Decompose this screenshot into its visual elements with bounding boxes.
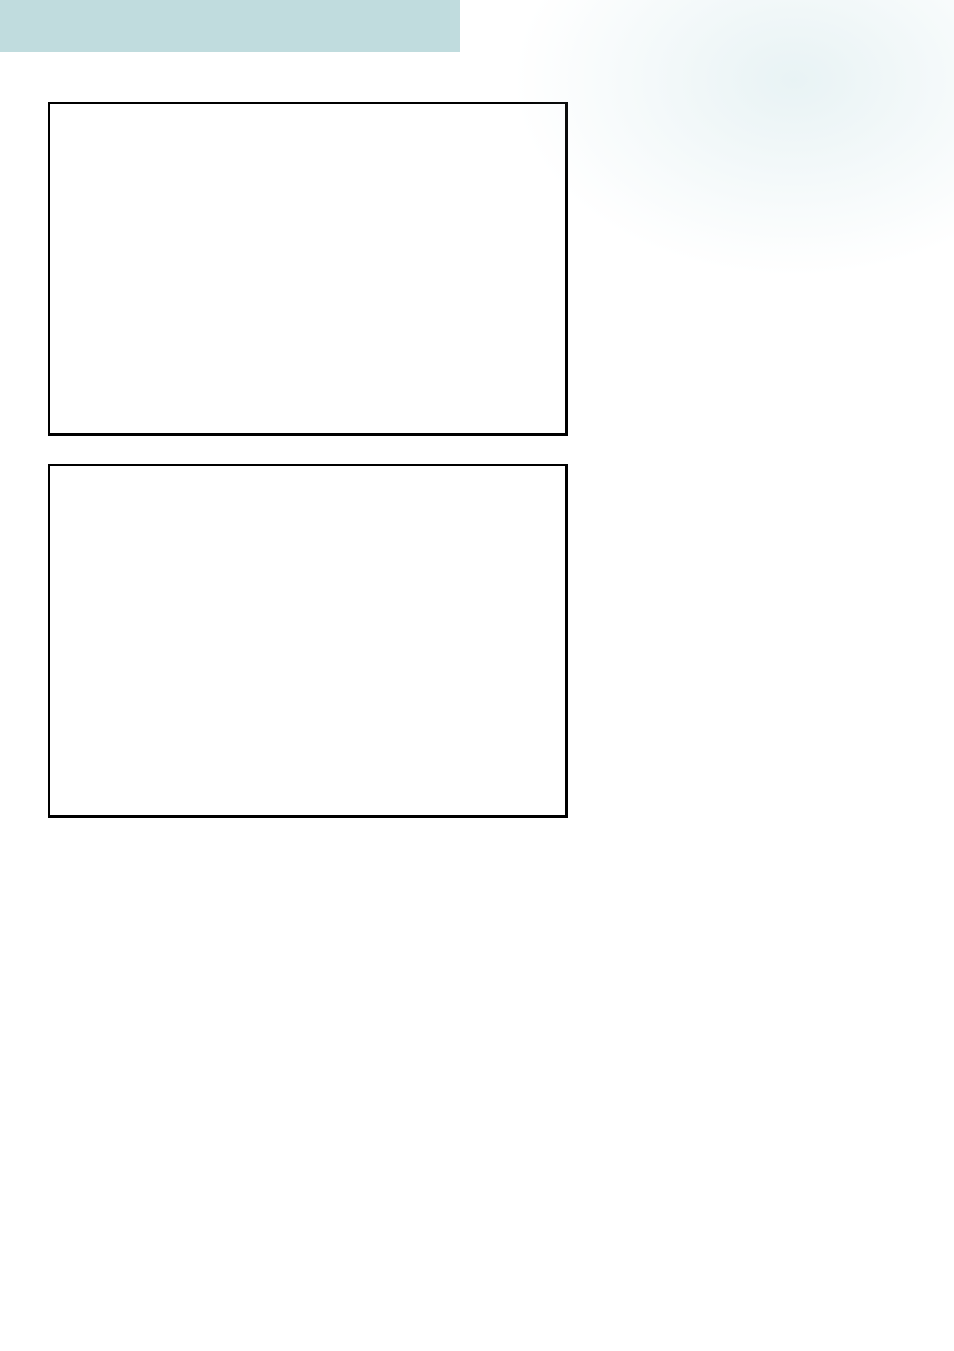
chart-gain-curves <box>48 102 568 436</box>
header-band <box>0 0 460 52</box>
chart2-svg <box>62 480 554 800</box>
page <box>0 0 954 1351</box>
sidebar-block-gain <box>588 102 906 120</box>
charts-column <box>48 102 568 818</box>
sidebar-column <box>588 102 906 818</box>
lower-section <box>48 102 906 818</box>
chart-ip3-intercept <box>48 464 568 818</box>
body-text <box>48 74 906 78</box>
chart1-svg <box>62 118 554 418</box>
sidebar-title-1 <box>588 102 906 120</box>
